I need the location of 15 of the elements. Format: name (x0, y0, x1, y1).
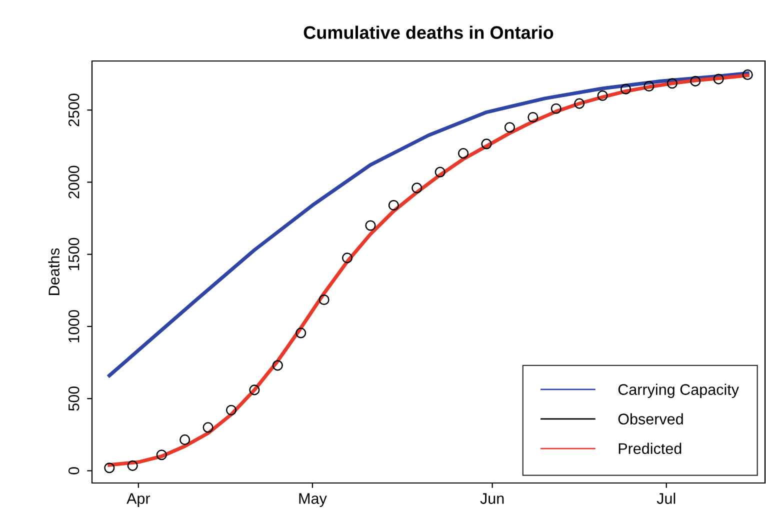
chart-title: Cumulative deaths in Ontario (304, 26, 554, 39)
y-axis-title: Deaths (48, 248, 60, 295)
legend-label: Observed (618, 413, 683, 424)
x-tick-label: May (299, 493, 327, 507)
x-tick-label: Jun (480, 493, 504, 504)
y-tick-label: 500 (68, 386, 80, 411)
y-tick-label: 1500 (68, 238, 80, 270)
legend-label: Predicted (618, 442, 682, 454)
legend-label: Carrying Capacity (618, 384, 740, 398)
x-tick-label: Jul (656, 492, 676, 504)
x-tick-label: Apr (126, 493, 150, 507)
y-tick-label: 0 (68, 467, 80, 474)
y-tick-label: 2000 (68, 166, 80, 198)
y-tick-label: 2500 (68, 94, 80, 126)
y-tick-label: 1000 (68, 310, 80, 342)
